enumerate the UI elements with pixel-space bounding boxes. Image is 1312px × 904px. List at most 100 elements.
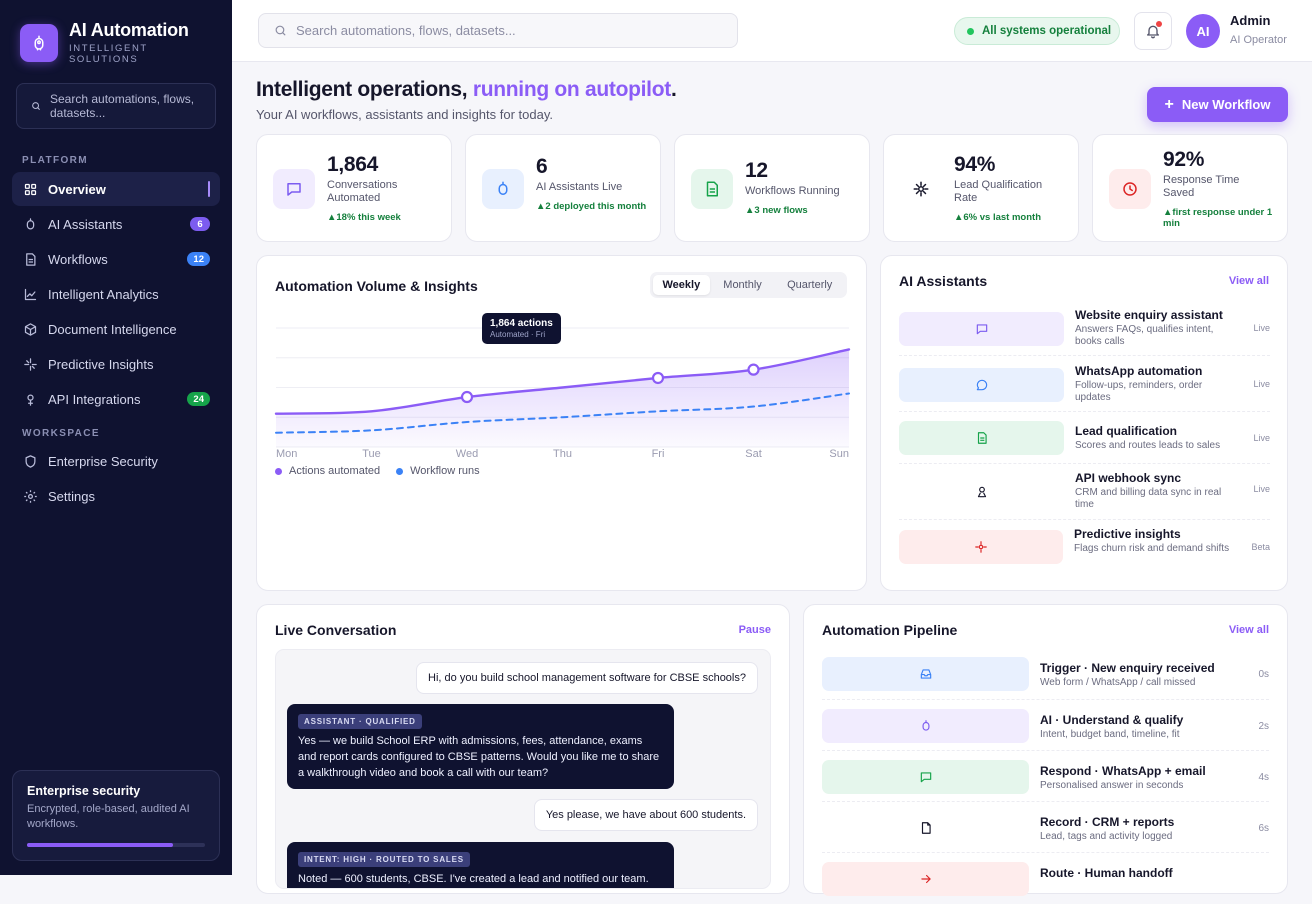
security-card: Enterprise security Encrypted, role-base… [12, 770, 220, 861]
sparkle-icon [899, 530, 1063, 564]
sidebar-item-intelligent-analytics[interactable]: Intelligent Analytics [12, 277, 220, 311]
page-subtitle: Your AI workflows, assistants and insigh… [256, 107, 553, 122]
chat-thread: Hi, do you build school management softw… [275, 649, 771, 889]
tab-monthly[interactable]: Monthly [723, 279, 762, 291]
pause-button[interactable]: Pause [738, 624, 771, 636]
stat-card-lead-qualification[interactable]: 94% Lead Qualification Rate ▲6% vs last … [883, 134, 1079, 242]
document-icon [899, 421, 1064, 455]
new-workflow-button[interactable]: + New Workflow [1147, 87, 1288, 122]
global-search-input[interactable]: Search automations, flows, datasets... [258, 13, 738, 48]
user-role: AI Operator [1230, 34, 1287, 46]
stat-card-assistants[interactable]: 6 AI Assistants Live ▲2 deployed this mo… [465, 134, 661, 242]
stat-delta: ▲3 new flows [745, 205, 808, 216]
count-badge: 24 [187, 392, 210, 406]
sidebar-item-document-intelligence[interactable]: Document Intelligence [12, 312, 220, 346]
step-name: Record · CRM + reports [1040, 815, 1175, 829]
sidebar-item-label: Predictive Insights [48, 356, 154, 372]
assistant-row[interactable]: Website enquiry assistant Answers FAQs, … [899, 300, 1270, 356]
notifications-button[interactable] [1134, 12, 1172, 50]
legend-runs: Workflow runs [410, 465, 480, 477]
brand[interactable]: AI Automation INTELLIGENT SOLUTIONS [20, 20, 189, 65]
stat-card-conversations[interactable]: 1,864 Conversations Automated ▲18% this … [256, 134, 452, 242]
avatar[interactable]: AI [1186, 14, 1220, 48]
stat-value: 12 [745, 159, 768, 182]
assistant-row[interactable]: WhatsApp automation Follow-ups, reminder… [899, 356, 1270, 412]
conversation-card: Live Conversation Pause Hi, do you build… [256, 604, 790, 894]
notification-dot [1156, 21, 1162, 27]
security-card-text: Encrypted, role-based, audited AI workfl… [27, 803, 190, 830]
assistant-name: Lead qualification [1075, 424, 1178, 438]
stat-card-workflows[interactable]: 12 Workflows Running ▲3 new flows [674, 134, 870, 242]
tooltip-sub: Automated · Fri [490, 330, 546, 339]
pipeline-step[interactable]: Trigger · New enquiry received Web form … [822, 649, 1269, 700]
brand-title: AI Automation [69, 20, 189, 40]
sidebar-item-overview[interactable]: Overview [12, 172, 220, 206]
stat-card-response-time[interactable]: 92% Response Time Saved ▲first response … [1092, 134, 1288, 242]
page-title: Intelligent operations, running on autop… [256, 78, 677, 102]
tab-weekly[interactable]: Weekly [653, 275, 710, 295]
sidebar-item-enterprise-security[interactable]: Enterprise Security [12, 444, 220, 478]
sidebar: AI Automation INTELLIGENT SOLUTIONS Sear… [0, 0, 232, 875]
bot-icon [822, 709, 1029, 743]
gear-icon [22, 488, 38, 504]
assistant-row[interactable]: Lead qualification Scores and routes lea… [899, 412, 1270, 464]
count-badge: 6 [190, 217, 210, 231]
tooltip-value: 1,864 actions [490, 318, 553, 329]
volume-card: Automation Volume & Insights Weekly Mont… [256, 255, 867, 591]
assistants-title: AI Assistants [899, 273, 988, 289]
pipeline-step[interactable]: AI · Understand & qualify Intent, budget… [822, 700, 1269, 751]
sidebar-item-label: Overview [48, 181, 106, 197]
sidebar-item-workflows[interactable]: Workflows 12 [12, 242, 220, 276]
assistant-status: Live [1253, 379, 1270, 389]
legend-dot-actions [275, 467, 282, 475]
stat-delta: ▲6% vs last month [954, 212, 1042, 223]
x-tick-label: Wed [456, 448, 478, 460]
sidebar-item-predictive-insights[interactable]: Predictive Insights [12, 347, 220, 381]
message-text: Noted — 600 students, CBSE. I've created… [298, 873, 649, 885]
assistant-desc: Follow-ups, reminders, order updates [1075, 380, 1203, 403]
data-point-actions [460, 390, 474, 404]
assistant-status: Live [1253, 433, 1270, 443]
security-card-title: Enterprise security [27, 784, 141, 798]
chat-icon [899, 312, 1064, 346]
new-workflow-label: New Workflow [1181, 97, 1271, 112]
system-status-badge: All systems operational [954, 17, 1120, 45]
chart-tooltip: 1,864 actions Automated · Fri [482, 313, 561, 344]
global-search-placeholder: Search automations, flows, datasets... [296, 23, 516, 38]
sidebar-search-placeholder: Search automations, flows, datasets... [50, 92, 195, 120]
sidebar-item-ai-assistants[interactable]: AI Assistants 6 [12, 207, 220, 241]
user-name[interactable]: Admin [1230, 13, 1271, 28]
assistant-row[interactable]: Predictive insights Flags churn risk and… [899, 520, 1270, 576]
step-desc: Web form / WhatsApp / call missed [1040, 677, 1196, 688]
assistants-view-all-link[interactable]: View all [1228, 275, 1269, 287]
cube-icon [22, 321, 38, 337]
tab-quarterly[interactable]: Quarterly [787, 279, 833, 291]
legend-dot-runs [396, 467, 404, 475]
sidebar-item-label: API Integrations [48, 391, 141, 407]
pipeline-step[interactable]: Route · Human handoff [822, 853, 1269, 904]
webhook-icon [899, 475, 1064, 509]
pipeline-view-all-link[interactable]: View all [1228, 624, 1269, 636]
message-icon [899, 368, 1064, 402]
step-name: Route · Human handoff [1040, 866, 1173, 880]
legend-actions: Actions automated [289, 465, 381, 477]
step-time: 6s [1258, 823, 1269, 834]
x-tick-label: Sat [745, 448, 762, 460]
sidebar-item-api-integrations[interactable]: API Integrations 24 [12, 382, 220, 416]
series-line-workflow-runs [275, 392, 850, 434]
title-main: Intelligent operations, [256, 78, 473, 101]
search-icon [274, 24, 287, 37]
document-icon [691, 169, 733, 209]
sidebar-item-label: Workflows [48, 251, 108, 267]
assistant-message: ASSISTANT · QUALIFIED Yes — we build Sch… [287, 704, 674, 789]
assistant-row[interactable]: API webhook sync CRM and billing data sy… [899, 464, 1270, 520]
data-point-actions [747, 363, 760, 376]
sidebar-search-input[interactable]: Search automations, flows, datasets... [16, 83, 216, 129]
search-icon [31, 101, 41, 111]
section-label-workspace: WORKSPACE [22, 428, 100, 439]
plus-icon: + [1164, 95, 1174, 113]
pipeline-step[interactable]: Record · CRM + reports Lead, tags and ac… [822, 802, 1269, 853]
pipeline-step[interactable]: Respond · WhatsApp + email Personalised … [822, 751, 1269, 802]
step-name: Respond · WhatsApp + email [1040, 764, 1206, 778]
sidebar-item-settings[interactable]: Settings [12, 479, 220, 513]
